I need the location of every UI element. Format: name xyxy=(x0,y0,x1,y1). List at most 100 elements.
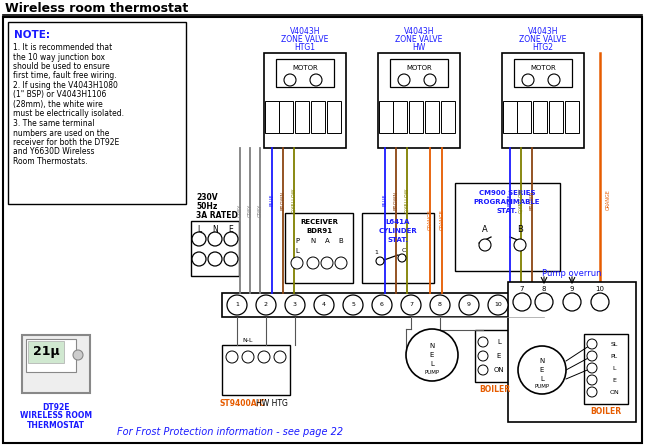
Text: GREY: GREY xyxy=(248,203,252,217)
Circle shape xyxy=(398,254,406,262)
Circle shape xyxy=(376,257,384,265)
Text: MOTOR: MOTOR xyxy=(406,65,432,71)
Text: 2: 2 xyxy=(264,303,268,308)
Text: BROWN: BROWN xyxy=(281,190,286,210)
Text: Wireless room thermostat: Wireless room thermostat xyxy=(5,3,188,16)
Text: 5: 5 xyxy=(351,303,355,308)
Text: 8: 8 xyxy=(438,303,442,308)
Circle shape xyxy=(321,257,333,269)
Text: 8: 8 xyxy=(542,286,546,292)
Circle shape xyxy=(226,351,238,363)
Text: E: E xyxy=(430,352,434,358)
Circle shape xyxy=(563,293,581,311)
Text: THERMOSTAT: THERMOSTAT xyxy=(27,421,85,430)
Bar xyxy=(517,101,531,133)
Text: CM900 SERIES: CM900 SERIES xyxy=(479,190,535,196)
Text: E: E xyxy=(612,378,616,383)
Bar xyxy=(409,101,423,133)
Text: PUMP: PUMP xyxy=(535,384,550,389)
Circle shape xyxy=(514,239,526,251)
Bar xyxy=(514,59,572,87)
Circle shape xyxy=(291,257,303,269)
Text: numbers are used on the: numbers are used on the xyxy=(13,128,110,138)
Circle shape xyxy=(535,293,553,311)
Bar xyxy=(503,101,517,133)
Bar xyxy=(28,341,64,363)
Circle shape xyxy=(398,74,410,86)
Text: ZONE VALVE: ZONE VALVE xyxy=(281,34,329,43)
Text: N: N xyxy=(310,238,315,244)
Circle shape xyxy=(478,337,488,347)
Text: N: N xyxy=(212,225,218,234)
Text: L: L xyxy=(497,339,501,345)
Circle shape xyxy=(479,239,491,251)
Text: E: E xyxy=(228,225,233,234)
Circle shape xyxy=(73,350,83,360)
Bar xyxy=(393,101,407,133)
Text: HTG1: HTG1 xyxy=(295,42,315,51)
Text: SL: SL xyxy=(610,342,618,346)
Bar xyxy=(311,101,325,133)
Bar xyxy=(508,282,636,422)
Text: ZONE VALVE: ZONE VALVE xyxy=(395,34,442,43)
Circle shape xyxy=(284,74,296,86)
Bar xyxy=(362,213,434,283)
Text: GREY: GREY xyxy=(257,203,263,217)
Text: 1. It is recommended that: 1. It is recommended that xyxy=(13,43,112,52)
Circle shape xyxy=(478,365,488,375)
Text: NOTE:: NOTE: xyxy=(14,30,50,40)
Text: BLUE: BLUE xyxy=(382,194,388,206)
Text: first time, fault free wiring.: first time, fault free wiring. xyxy=(13,72,117,80)
Bar xyxy=(379,101,393,133)
Circle shape xyxy=(258,351,270,363)
Text: and Y6630D Wireless: and Y6630D Wireless xyxy=(13,148,95,156)
Text: Room Thermostats.: Room Thermostats. xyxy=(13,157,88,166)
Text: L: L xyxy=(430,361,434,367)
Text: STAT.: STAT. xyxy=(497,208,517,214)
Text: 10: 10 xyxy=(595,286,604,292)
Text: A: A xyxy=(482,224,488,233)
Text: L: L xyxy=(295,248,299,254)
Bar xyxy=(565,101,579,133)
Text: BROWN: BROWN xyxy=(530,190,535,210)
Text: B: B xyxy=(339,238,343,244)
Text: WIRELESS ROOM: WIRELESS ROOM xyxy=(20,412,92,421)
Text: BLUE: BLUE xyxy=(508,194,513,206)
Bar xyxy=(222,293,530,317)
Text: BOILER: BOILER xyxy=(479,385,511,395)
Circle shape xyxy=(224,252,238,266)
Text: BLUE: BLUE xyxy=(270,194,275,206)
Text: V4043H: V4043H xyxy=(528,26,559,35)
Circle shape xyxy=(401,295,421,315)
Text: 3A RATED: 3A RATED xyxy=(196,211,238,220)
Text: 7: 7 xyxy=(409,303,413,308)
Text: L: L xyxy=(197,225,201,234)
Circle shape xyxy=(208,252,222,266)
Text: G/YELLOW: G/YELLOW xyxy=(292,187,297,213)
Text: 1: 1 xyxy=(235,303,239,308)
Circle shape xyxy=(591,293,609,311)
Text: CYLINDER: CYLINDER xyxy=(379,228,417,234)
Text: 1: 1 xyxy=(374,250,378,256)
Text: HW HTG: HW HTG xyxy=(256,398,288,408)
Text: should be used to ensure: should be used to ensure xyxy=(13,62,110,71)
Circle shape xyxy=(310,74,322,86)
Bar xyxy=(26,339,76,372)
Bar xyxy=(390,59,448,87)
Bar xyxy=(455,183,560,271)
Text: 6: 6 xyxy=(380,303,384,308)
Text: (28mm), the white wire: (28mm), the white wire xyxy=(13,100,103,109)
Text: 9: 9 xyxy=(467,303,471,308)
Circle shape xyxy=(587,363,597,373)
Text: ON: ON xyxy=(493,367,504,373)
Circle shape xyxy=(424,74,436,86)
Text: P: P xyxy=(295,238,299,244)
Text: 4: 4 xyxy=(322,303,326,308)
Text: 21µ: 21µ xyxy=(33,346,59,358)
Circle shape xyxy=(256,295,276,315)
Text: (1" BSP) or V4043H1106: (1" BSP) or V4043H1106 xyxy=(13,90,106,100)
Text: HTG2: HTG2 xyxy=(533,42,553,51)
Bar xyxy=(295,101,309,133)
Circle shape xyxy=(406,329,458,381)
Text: MOTOR: MOTOR xyxy=(292,65,318,71)
